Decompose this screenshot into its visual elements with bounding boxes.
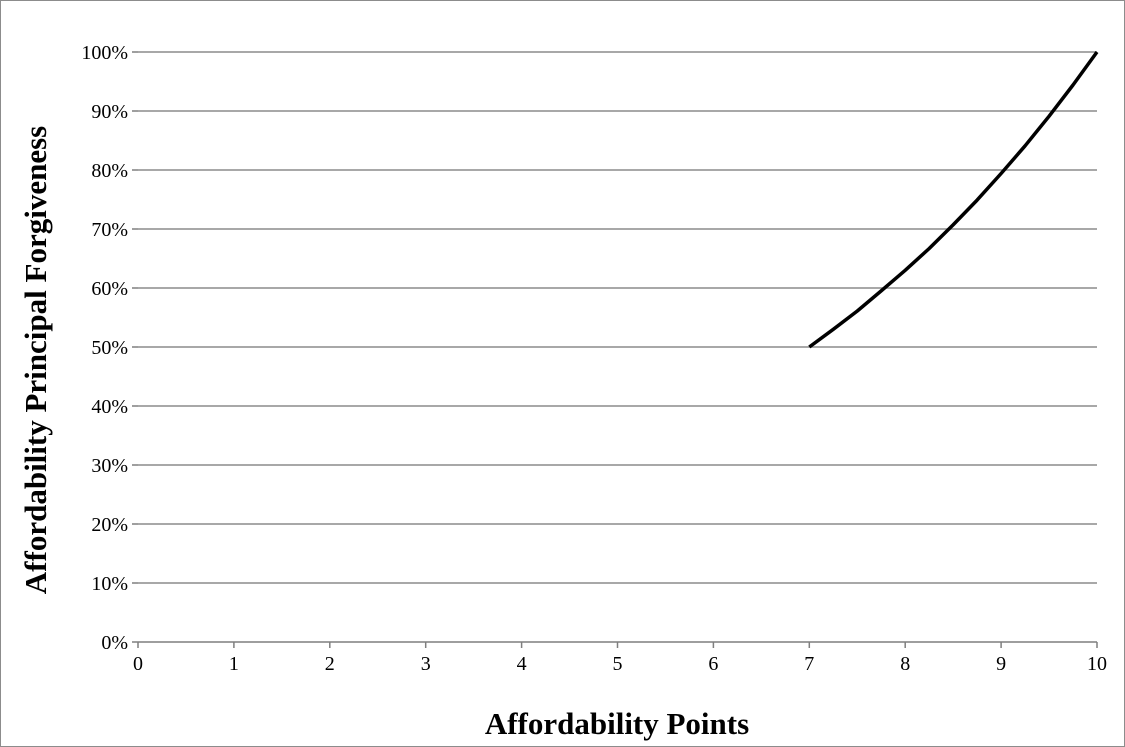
x-tick-label: 0 [133, 653, 143, 675]
x-tick-label: 2 [325, 653, 335, 675]
y-tick-label: 80% [91, 160, 128, 182]
y-tick-label: 90% [91, 101, 128, 123]
y-tick-label: 70% [91, 219, 128, 241]
x-axis-title: Affordability Points [485, 706, 749, 741]
y-axis-title: Affordability Principal Forgiveness [18, 126, 53, 594]
x-tick-label: 9 [996, 653, 1006, 675]
y-tick-label: 60% [91, 278, 128, 300]
x-tick-label: 5 [613, 653, 623, 675]
y-ticks: 0% 10% 20% 30% 40% 50% 60% 70% 80% 90% 100% [81, 42, 138, 654]
gridlines [138, 51, 1097, 584]
series [808, 50, 1099, 349]
x-tick-label: 3 [421, 653, 431, 675]
x-tick-label: 1 [229, 653, 239, 675]
x-tick-label: 10 [1087, 653, 1107, 675]
y-tick-label: 40% [91, 396, 128, 418]
y-tick-label: 50% [91, 337, 128, 359]
x-tick-label: 8 [900, 653, 910, 675]
series-line-0 [808, 50, 1099, 349]
x-tick-label: 4 [517, 653, 527, 675]
y-tick-label: 0% [101, 632, 128, 654]
y-tick-label: 20% [91, 514, 128, 536]
y-tick-label: 10% [91, 573, 128, 595]
x-ticks: 0 1 2 3 4 5 6 7 8 9 10 [133, 642, 1107, 675]
y-tick-label: 30% [91, 455, 128, 477]
x-tick-label: 7 [804, 653, 814, 675]
y-tick-label: 100% [81, 42, 128, 64]
x-tick-label: 6 [708, 653, 718, 675]
